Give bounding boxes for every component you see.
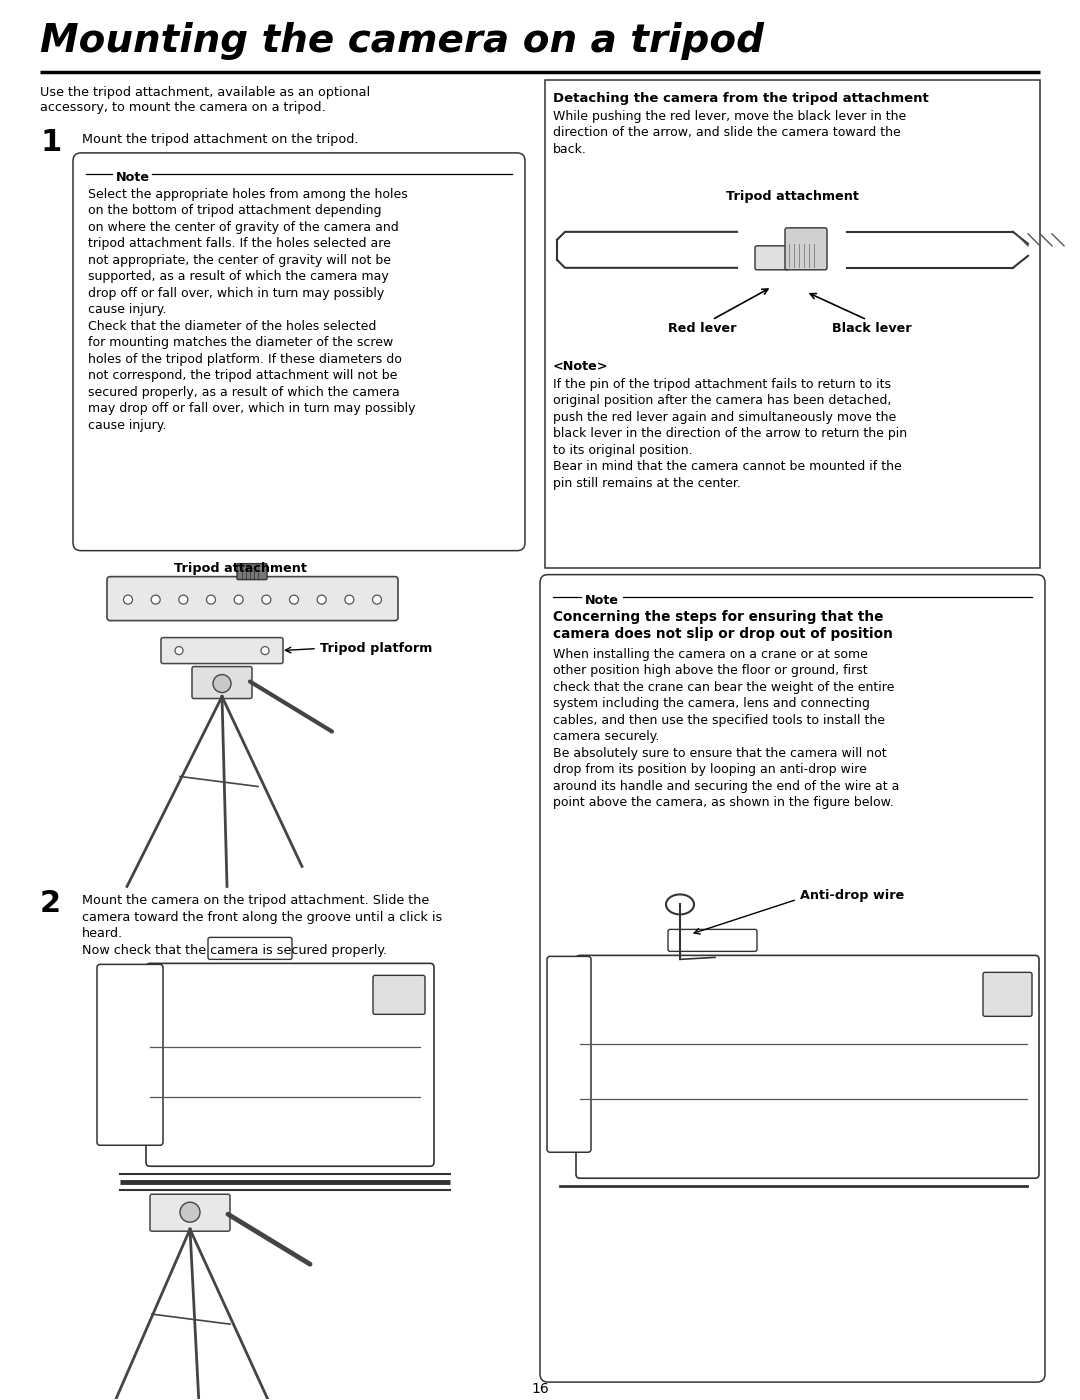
Circle shape <box>213 675 231 693</box>
Text: Anti-drop wire: Anti-drop wire <box>800 889 904 903</box>
Circle shape <box>180 1203 200 1222</box>
Text: Black lever: Black lever <box>833 322 912 335</box>
Text: <Note>: <Note> <box>553 360 608 372</box>
FancyBboxPatch shape <box>546 956 591 1152</box>
FancyBboxPatch shape <box>540 574 1045 1382</box>
FancyBboxPatch shape <box>208 938 292 959</box>
Text: While pushing the red lever, move the black lever in the
direction of the arrow,: While pushing the red lever, move the bl… <box>553 111 906 155</box>
Text: If the pin of the tripod attachment fails to return to its
original position aft: If the pin of the tripod attachment fail… <box>553 378 907 490</box>
Circle shape <box>261 647 269 655</box>
Text: Mount the tripod attachment on the tripod.: Mount the tripod attachment on the tripo… <box>82 133 359 146</box>
Circle shape <box>318 595 326 605</box>
FancyBboxPatch shape <box>576 955 1039 1179</box>
Text: Note: Note <box>585 594 619 606</box>
Text: Mount the camera on the tripod attachment. Slide the
camera toward the front alo: Mount the camera on the tripod attachmen… <box>82 895 442 958</box>
FancyBboxPatch shape <box>97 965 163 1145</box>
Text: Red lever: Red lever <box>667 322 737 335</box>
FancyBboxPatch shape <box>150 1194 230 1231</box>
FancyBboxPatch shape <box>669 930 757 952</box>
FancyBboxPatch shape <box>373 976 426 1015</box>
Text: 1: 1 <box>40 127 62 157</box>
Circle shape <box>151 595 160 605</box>
Circle shape <box>373 595 381 605</box>
Text: When installing the camera on a crane or at some
other position high above the f: When installing the camera on a crane or… <box>553 648 900 809</box>
Circle shape <box>123 595 133 605</box>
Circle shape <box>175 647 183 655</box>
Circle shape <box>345 595 354 605</box>
FancyBboxPatch shape <box>192 666 252 699</box>
Text: Mounting the camera on a tripod: Mounting the camera on a tripod <box>40 22 764 60</box>
Text: Tripod platform: Tripod platform <box>320 641 432 655</box>
Text: Tripod attachment: Tripod attachment <box>174 561 307 574</box>
FancyBboxPatch shape <box>755 246 789 270</box>
Circle shape <box>261 595 271 605</box>
Text: Detaching the camera from the tripod attachment: Detaching the camera from the tripod att… <box>553 92 929 105</box>
Text: 16: 16 <box>531 1382 549 1396</box>
FancyBboxPatch shape <box>146 963 434 1166</box>
Text: Select the appropriate holes from among the holes
on the bottom of tripod attach: Select the appropriate holes from among … <box>87 188 416 431</box>
FancyBboxPatch shape <box>983 973 1032 1016</box>
Bar <box>545 80 1040 567</box>
Text: Use the tripod attachment, available as an optional
accessory, to mount the came: Use the tripod attachment, available as … <box>40 85 370 113</box>
Text: Tripod attachment: Tripod attachment <box>726 190 859 203</box>
FancyBboxPatch shape <box>107 577 399 620</box>
FancyBboxPatch shape <box>785 228 827 270</box>
Circle shape <box>179 595 188 605</box>
Text: 2: 2 <box>40 889 62 918</box>
Text: Note: Note <box>116 171 150 183</box>
Circle shape <box>206 595 216 605</box>
Circle shape <box>234 595 243 605</box>
Circle shape <box>289 595 298 605</box>
FancyBboxPatch shape <box>161 637 283 664</box>
Text: Concerning the steps for ensuring that the
camera does not slip or drop out of p: Concerning the steps for ensuring that t… <box>553 609 893 641</box>
FancyBboxPatch shape <box>73 153 525 550</box>
FancyBboxPatch shape <box>237 564 267 580</box>
